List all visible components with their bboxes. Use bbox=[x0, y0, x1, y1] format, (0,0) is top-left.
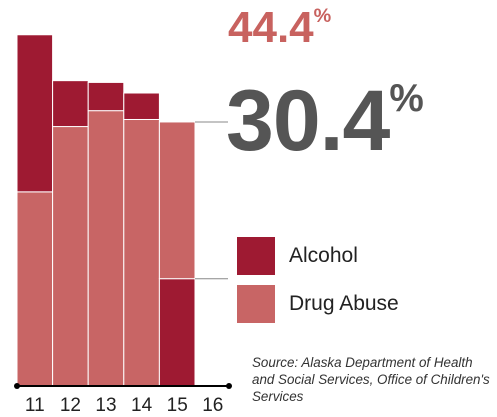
bar-alcohol-12 bbox=[52, 80, 89, 128]
bar-drug-abuse-12 bbox=[52, 126, 89, 387]
x-tick-label-16: 16 bbox=[202, 395, 223, 416]
bar-alcohol-15 bbox=[158, 278, 196, 387]
legend-item-drug-abuse: Drug Abuse bbox=[237, 285, 399, 323]
bar-alcohol-13 bbox=[87, 81, 125, 112]
source-note: Source: Alaska Department of Health and … bbox=[252, 355, 490, 404]
alcohol-callout-value: 30.4 bbox=[226, 73, 390, 169]
legend-item-alcohol: Alcohol bbox=[237, 237, 358, 275]
drug-abuse-callout-value: 44.4 bbox=[228, 3, 314, 52]
bar-drug-abuse-14 bbox=[123, 118, 160, 387]
x-tick-label-14: 14 bbox=[131, 395, 153, 416]
x-tick-label-15: 15 bbox=[167, 395, 188, 416]
alcohol-callout: 30.4% bbox=[226, 76, 424, 164]
bar-drug-abuse-15 bbox=[158, 121, 196, 280]
bar-drug-abuse-11 bbox=[16, 191, 54, 387]
x-tick-label-13: 13 bbox=[95, 395, 116, 416]
drug-abuse-callout: 44.4% bbox=[228, 6, 331, 50]
alcohol-callout-unit: % bbox=[389, 76, 423, 120]
legend-swatch-drug-abuse bbox=[237, 285, 275, 323]
x-tick-label-11: 11 bbox=[25, 395, 45, 416]
legend-label-alcohol: Alcohol bbox=[289, 244, 358, 267]
bar-drug-abuse-13 bbox=[87, 110, 125, 387]
x-tick-label-12: 12 bbox=[60, 395, 81, 416]
bar-alcohol-14 bbox=[123, 92, 160, 120]
x-axis-end-dot bbox=[226, 383, 232, 389]
bar-alcohol-11 bbox=[16, 34, 54, 193]
drug-abuse-callout-unit: % bbox=[313, 4, 332, 27]
legend-swatch-alcohol bbox=[237, 237, 275, 275]
x-axis-start-dot bbox=[14, 383, 20, 389]
legend-label-drug-abuse: Drug Abuse bbox=[289, 292, 399, 315]
